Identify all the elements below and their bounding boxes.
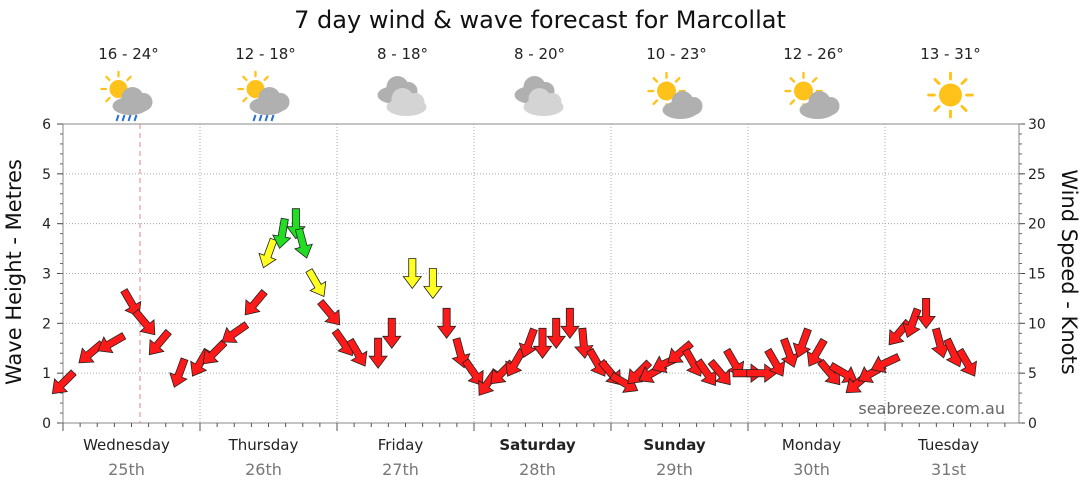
wind-arrow <box>560 307 580 339</box>
wind-arrow <box>746 363 778 384</box>
right-tick-label: 0 <box>1028 416 1037 432</box>
watermark: seabreeze.com.au <box>858 399 1005 418</box>
wind-arrow <box>97 332 127 354</box>
day-name: Wednesday <box>83 436 170 454</box>
right-tick-label: 25 <box>1028 167 1046 183</box>
sun-cloud-icon <box>647 71 703 119</box>
temp-range: 12 - 18° <box>235 45 296 63</box>
day-date: 26th <box>245 460 282 479</box>
wind-arrow <box>120 288 142 317</box>
wind-arrow <box>956 347 977 377</box>
day-name: Sunday <box>643 436 706 454</box>
wind-arrow <box>381 317 402 349</box>
temp-range: 8 - 18° <box>377 45 428 63</box>
wind-arrow <box>305 268 327 298</box>
day-name: Monday <box>782 436 841 454</box>
wind-arrow <box>667 340 694 364</box>
wind-arrows <box>51 208 977 396</box>
left-tick-label: 6 <box>42 117 51 133</box>
day-date: 29th <box>656 460 693 479</box>
day-name: Saturday <box>499 436 576 454</box>
grid <box>62 123 1020 424</box>
day-name: Thursday <box>228 436 299 454</box>
wind-arrow <box>202 339 228 365</box>
temp-range: 16 - 24° <box>98 45 159 63</box>
wind-arrow <box>132 308 156 336</box>
day-labels: Wednesday 25th Thursday 26th Friday 27th Satur… <box>83 436 979 479</box>
wind-arrow <box>221 321 250 343</box>
day-name: Friday <box>378 436 424 454</box>
temp-range: 8 - 20° <box>514 45 565 63</box>
chart-title: 7 day wind & wave forecast for Marcollat <box>294 6 786 34</box>
left-tick-label: 5 <box>42 167 51 183</box>
wind-arrow <box>546 317 567 349</box>
wind-arrow <box>828 362 858 383</box>
left-tick-label: 3 <box>42 267 51 283</box>
right-tick-label: 30 <box>1028 117 1046 133</box>
right-tick-label: 10 <box>1028 316 1046 332</box>
y-axis-right-label: Wind Speed - Knots <box>1057 169 1080 374</box>
right-tick-label: 5 <box>1028 366 1037 382</box>
weather-icons <box>100 70 974 122</box>
wind-arrow <box>532 327 553 359</box>
wind-arrow <box>346 337 368 367</box>
wind-arrow <box>806 337 828 367</box>
day-date: 31st <box>931 460 966 479</box>
day-date: 27th <box>382 460 419 479</box>
wind-arrow <box>461 358 484 387</box>
day-date: 30th <box>793 460 830 479</box>
sun-cloud-rain-icon <box>100 70 153 122</box>
sun-cloud-icon <box>784 71 840 119</box>
wind-arrow <box>244 289 268 316</box>
temp-range: 13 - 31° <box>920 45 981 63</box>
wind-arrow <box>148 328 172 356</box>
wind-arrow <box>792 327 812 359</box>
wind-arrow <box>258 237 278 269</box>
wind-arrow <box>902 307 922 339</box>
left-tick-label: 4 <box>42 217 51 233</box>
wind-arrow <box>272 217 292 250</box>
wind-arrow <box>51 369 77 395</box>
cloud-icon <box>377 76 427 116</box>
sun-icon <box>927 71 974 119</box>
cloud-icon <box>514 76 564 116</box>
day-date: 28th <box>519 460 556 479</box>
axis-ticks: 0 1 2 3 4 5 6 0 5 10 15 20 25 30 <box>42 117 1046 432</box>
wind-arrow <box>870 353 901 374</box>
wind-arrow <box>451 337 471 369</box>
wind-arrow <box>423 268 443 300</box>
wind-arrow <box>294 227 313 259</box>
wind-arrow <box>368 337 388 369</box>
wind-arrow <box>436 307 457 339</box>
y-axis-left-label: Wave Height - Metres <box>2 159 26 385</box>
wind-arrow <box>402 258 423 290</box>
temp-range: 12 - 26° <box>783 45 844 63</box>
left-tick-label: 2 <box>42 316 51 332</box>
temperature-labels: 16 - 24° 12 - 18° 8 - 18° 8 - 20° 10 - 23° 12… <box>98 45 981 63</box>
left-tick-label: 0 <box>42 416 51 432</box>
day-date: 25th <box>108 460 145 479</box>
right-tick-label: 20 <box>1028 217 1046 233</box>
left-tick-label: 1 <box>42 366 51 382</box>
wind-arrow <box>916 297 936 330</box>
wind-arrow <box>764 347 786 377</box>
day-name: Tuesday <box>917 436 979 454</box>
temp-range: 10 - 23° <box>646 45 707 63</box>
wind-arrow <box>169 357 189 388</box>
right-tick-label: 15 <box>1028 267 1046 283</box>
sun-cloud-rain-icon <box>237 70 290 122</box>
wind-arrow <box>317 299 341 326</box>
